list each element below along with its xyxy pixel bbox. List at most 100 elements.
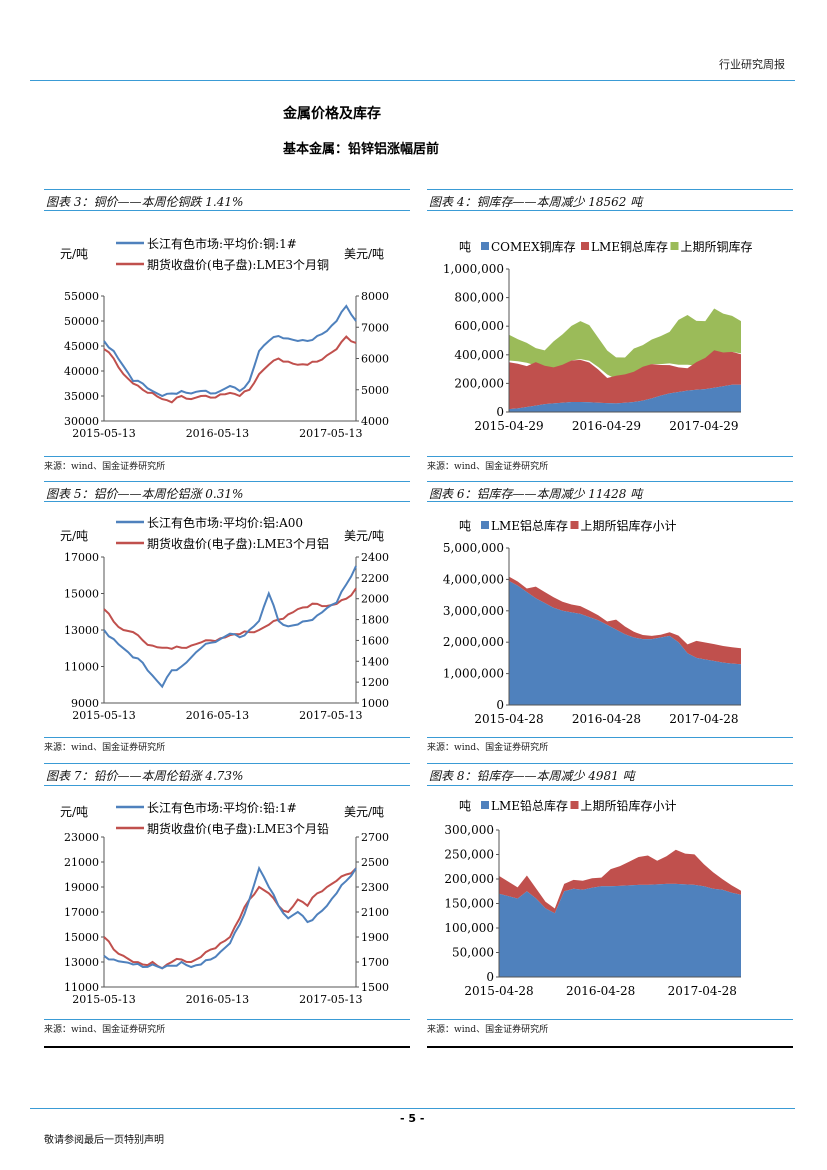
area-series-0 xyxy=(499,883,741,977)
y-tick-label: 1,000,000 xyxy=(443,262,504,276)
figure-caption: 图表 5：铝价——本周伦铝涨 0.31% xyxy=(46,487,244,501)
x-tick-label: 2017-05-13 xyxy=(299,709,362,722)
figure-source: 来源：wind、国金证券研究所 xyxy=(44,743,166,753)
figure-caption: 图表 4：铜库存——本周减少 18562 吨 xyxy=(429,195,643,209)
series-line-spot xyxy=(103,565,357,689)
x-tick-label: 2015-05-13 xyxy=(72,993,135,1006)
y-tick-label: 21000 xyxy=(64,856,99,869)
y-tick-label: 15000 xyxy=(64,931,99,944)
legend-swatch xyxy=(481,521,489,529)
series-line-lme xyxy=(103,587,357,650)
y-axis-label: 元/吨 xyxy=(60,805,88,819)
header-rule xyxy=(30,80,795,81)
page-number: - 5 - xyxy=(400,1112,425,1125)
y2-axis-label: 美元/吨 xyxy=(344,529,384,543)
y-tick-label: 11000 xyxy=(64,661,99,674)
caption-rule xyxy=(427,456,793,457)
figure-source: 来源：wind、国金证券研究所 xyxy=(427,1025,549,1035)
y-tick-label: 13000 xyxy=(64,956,99,969)
y-tick-label: 5,000,000 xyxy=(443,541,504,555)
series-line-spot xyxy=(103,304,357,398)
figure-source: 来源：wind、国金证券研究所 xyxy=(44,462,166,472)
y-tick-label: 19000 xyxy=(64,881,99,894)
lead-inventory-chart: 300,000 250,000 200,000 150,000 100,000 50,00… xyxy=(427,789,791,1015)
legend-label: 长江有色市场:平均价:铝:A00 xyxy=(147,515,303,530)
legend-swatch xyxy=(670,242,679,250)
y-tick-label: 40000 xyxy=(64,365,99,378)
x-tick-label: 2017-04-29 xyxy=(669,419,738,433)
caption-rule xyxy=(44,1019,410,1020)
y-tick-label: 200,000 xyxy=(444,872,494,886)
figure-caption: 图表 8：铅库存——本周减少 4981 吨 xyxy=(429,769,635,783)
legend-label: 上期所铅库存小计 xyxy=(581,798,677,813)
legend-label: 期货收盘价(电子盘):LME3个月铜 xyxy=(147,257,329,272)
legend-label: COMEX铜库存 xyxy=(491,239,576,254)
y-tick-label: 13000 xyxy=(64,624,99,637)
caption-rule xyxy=(427,210,793,211)
x-tick-label: 2015-04-28 xyxy=(474,712,543,726)
lead-price-chart: 23000 21000 19000 17000 15000 13000 11000 2700 2… xyxy=(44,789,406,1015)
area-series-0 xyxy=(509,581,741,705)
aluminum-price-chart: 17000 15000 13000 11000 9000 2400 2200 2000 1800… xyxy=(44,505,406,735)
y-tick-label: 50000 xyxy=(64,315,99,328)
y2-tick-label: 1900 xyxy=(361,931,389,944)
caption-rule xyxy=(44,737,410,738)
y-tick-label: 1,000,000 xyxy=(443,667,504,681)
area-series-1 xyxy=(509,576,741,665)
caption-rule xyxy=(427,481,793,482)
x-tick-label: 2017-05-13 xyxy=(299,993,362,1006)
y-tick-label: 200,000 xyxy=(454,376,504,390)
y2-axis-label: 美元/吨 xyxy=(344,247,384,261)
y-tick-label: 4,000,000 xyxy=(443,572,504,586)
y-tick-label: 55000 xyxy=(64,290,99,303)
y-axis-label: 元/吨 xyxy=(60,529,88,543)
x-tick-label: 2015-04-29 xyxy=(474,419,543,433)
area-series-0 xyxy=(509,384,741,412)
y2-tick-label: 5000 xyxy=(361,384,389,397)
x-tick-label: 2016-04-28 xyxy=(572,712,641,726)
figure-caption: 图表 6：铝库存——本周减少 11428 吨 xyxy=(429,487,643,501)
area-series-1 xyxy=(499,849,741,914)
legend-label: 期货收盘价(电子盘):LME3个月铅 xyxy=(147,821,329,836)
x-tick-label: 2015-04-28 xyxy=(464,984,533,998)
y-tick-label: 150,000 xyxy=(444,897,494,911)
section-title: 金属价格及库存 xyxy=(283,106,381,122)
table-bottom-rule xyxy=(44,1046,410,1048)
caption-rule xyxy=(427,785,793,786)
y2-tick-label: 8000 xyxy=(361,290,389,303)
caption-rule xyxy=(44,785,410,786)
y2-tick-label: 4000 xyxy=(361,415,389,428)
figure-source: 来源：wind、国金证券研究所 xyxy=(427,743,549,753)
series-line-spot xyxy=(103,865,357,970)
series-line-lme xyxy=(103,335,357,404)
x-tick-label: 2015-05-13 xyxy=(72,427,135,440)
y2-tick-label: 2000 xyxy=(361,593,389,606)
y-tick-label: 600,000 xyxy=(454,319,504,333)
legend-label: LME铝总库存 xyxy=(491,518,568,533)
legend-label: 长江有色市场:平均价:铅:1# xyxy=(147,800,297,815)
y-tick-label: 9000 xyxy=(71,697,99,710)
y-tick-label: 800,000 xyxy=(454,291,504,305)
y-tick-label: 0 xyxy=(496,698,504,712)
y2-tick-label: 2700 xyxy=(361,831,389,844)
y2-tick-label: 2400 xyxy=(361,551,389,564)
y-axis-label: 元/吨 xyxy=(60,247,88,261)
y2-tick-label: 1200 xyxy=(361,676,389,689)
y-tick-label: 45000 xyxy=(64,340,99,353)
disclaimer: 敬请参阅最后一页特别声明 xyxy=(44,1135,164,1146)
caption-rule xyxy=(44,481,410,482)
caption-rule xyxy=(427,737,793,738)
copper-inventory-chart: 1,000,000800,000600,000400,000200,000020… xyxy=(427,214,791,452)
legend-label: 上期所铜库存 xyxy=(681,239,753,254)
y2-tick-label: 1800 xyxy=(361,614,389,627)
caption-rule xyxy=(44,501,410,502)
y2-tick-label: 1400 xyxy=(361,655,389,668)
y-tick-label: 0 xyxy=(486,970,494,984)
series-line-lme xyxy=(103,867,357,970)
x-tick-label: 2016-04-28 xyxy=(566,984,635,998)
x-tick-label: 2015-05-13 xyxy=(72,709,135,722)
caption-rule xyxy=(44,210,410,211)
legend-swatch xyxy=(581,242,589,250)
area-series-2 xyxy=(509,308,741,380)
y2-tick-label: 1600 xyxy=(361,634,389,647)
